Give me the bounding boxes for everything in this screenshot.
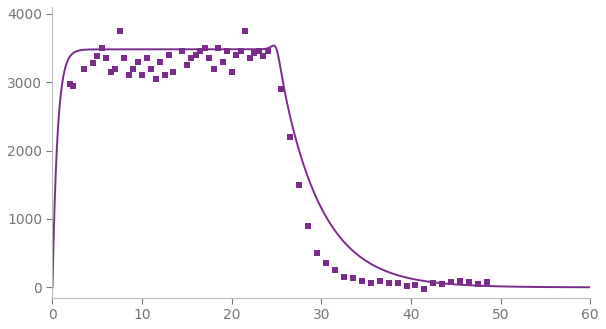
Point xyxy=(411,283,421,288)
Point xyxy=(419,286,429,291)
Point xyxy=(294,182,304,188)
Point xyxy=(138,73,147,78)
Point xyxy=(227,69,236,75)
Point xyxy=(428,281,438,286)
Point xyxy=(178,49,187,54)
Point xyxy=(482,279,492,285)
Point xyxy=(231,52,241,58)
Point xyxy=(106,69,116,75)
Point xyxy=(187,56,196,61)
Point xyxy=(155,59,165,64)
Point xyxy=(384,281,393,286)
Point xyxy=(263,49,273,54)
Point xyxy=(321,261,331,266)
Point xyxy=(68,83,78,88)
Point xyxy=(402,283,411,289)
Point xyxy=(357,278,367,283)
Point xyxy=(128,66,138,71)
Point xyxy=(97,45,107,51)
Point xyxy=(303,223,313,228)
Point xyxy=(133,59,142,64)
Point xyxy=(164,52,174,58)
Point xyxy=(218,59,228,64)
Point xyxy=(182,63,191,68)
Point xyxy=(285,134,295,139)
Point xyxy=(88,61,98,66)
Point xyxy=(438,281,447,287)
Point xyxy=(196,49,205,54)
Point xyxy=(65,81,75,86)
Point xyxy=(473,281,483,287)
Point xyxy=(191,52,201,58)
Point xyxy=(159,73,169,78)
Point xyxy=(276,87,286,92)
Point xyxy=(124,73,133,78)
Point xyxy=(339,274,348,280)
Point xyxy=(204,56,214,61)
Point xyxy=(168,69,178,75)
Point xyxy=(213,45,223,51)
Point xyxy=(241,28,250,34)
Point xyxy=(93,54,102,59)
Point xyxy=(110,66,120,71)
Point xyxy=(222,49,232,54)
Point xyxy=(393,280,402,285)
Point xyxy=(200,45,210,51)
Point xyxy=(348,276,358,281)
Point xyxy=(236,49,245,54)
Point xyxy=(375,278,384,283)
Point xyxy=(258,54,268,59)
Point xyxy=(254,49,264,54)
Point xyxy=(119,56,129,61)
Point xyxy=(456,278,465,283)
Point xyxy=(142,56,152,61)
Point xyxy=(101,56,111,61)
Point xyxy=(330,268,339,273)
Point xyxy=(249,51,259,56)
Point xyxy=(245,56,255,61)
Point xyxy=(366,280,376,285)
Point xyxy=(464,279,474,285)
Point xyxy=(146,66,156,71)
Point xyxy=(209,66,219,71)
Point xyxy=(447,279,456,285)
Point xyxy=(115,28,125,34)
Point xyxy=(79,66,88,71)
Point xyxy=(312,251,322,256)
Point xyxy=(151,76,161,81)
